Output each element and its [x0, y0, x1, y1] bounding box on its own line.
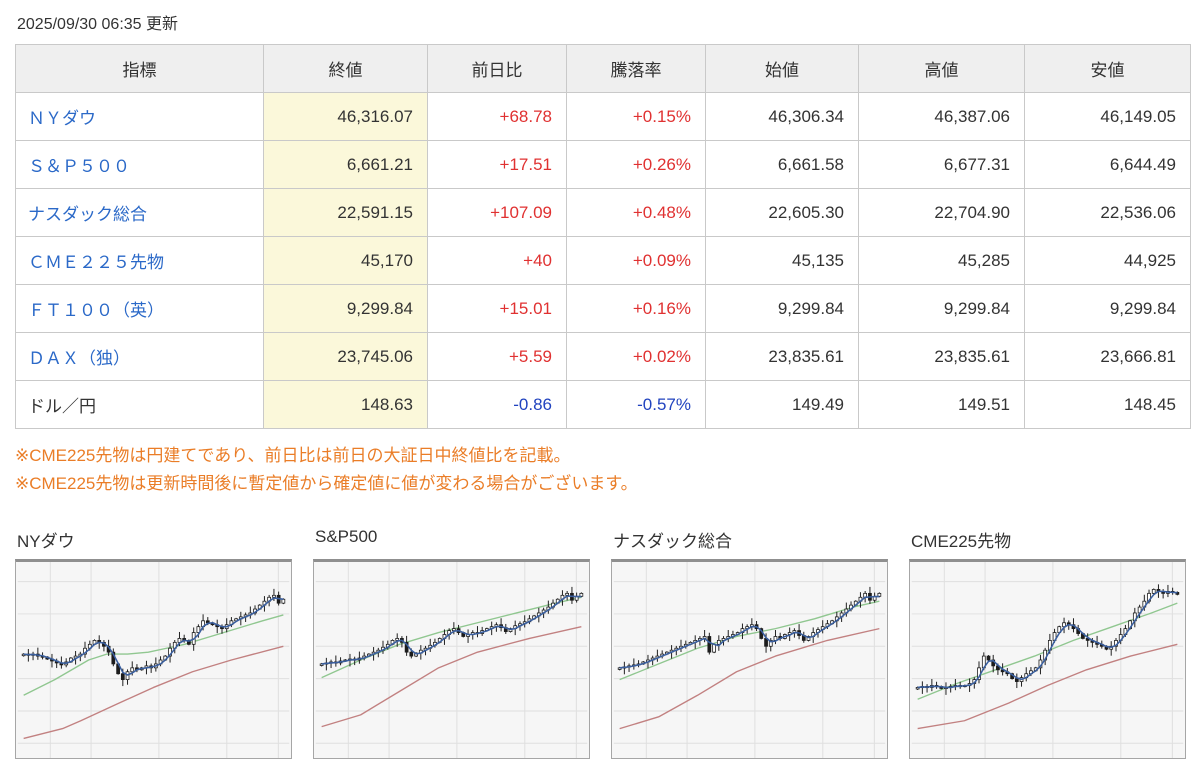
- open-cell: 45,135: [705, 236, 859, 285]
- index-name-cell: ドル／円: [15, 380, 264, 429]
- high-cell: 45,285: [858, 236, 1025, 285]
- change-cell: +5.59: [427, 332, 567, 381]
- chart-block-nasdaq: ナスダック総合: [611, 527, 889, 760]
- change-pct-cell: +0.15%: [566, 92, 706, 141]
- column-header-4: 始値: [705, 44, 859, 93]
- table-row: ＤＡＸ（独） 23,745.06 +5.59 +0.02% 23,835.61 23,83…: [15, 332, 1191, 381]
- index-link[interactable]: ＮＹダウ: [28, 109, 96, 128]
- change-cell: +40: [427, 236, 567, 285]
- note-line-1: ※CME225先物は円建てであり、前日比は前日の大証日中終値比を記載。: [15, 446, 571, 465]
- chart-title: NYダウ: [17, 532, 75, 552]
- table-body: ＮＹダウ 46,316.07 +68.78 +0.15% 46,306.34 46,387…: [15, 92, 1191, 429]
- update-timestamp: 2025/09/30 06:35 更新: [17, 16, 179, 33]
- column-header-6: 安値: [1024, 44, 1191, 93]
- change-pct-cell: +0.26%: [566, 140, 706, 189]
- column-header-0: 指標: [15, 44, 264, 93]
- chart-block-sp500: S&P500: [313, 527, 591, 760]
- high-cell: 6,677.31: [858, 140, 1025, 189]
- low-cell: 23,666.81: [1024, 332, 1191, 381]
- table-row: ＮＹダウ 46,316.07 +68.78 +0.15% 46,306.34 46,387…: [15, 92, 1191, 141]
- low-cell: 6,644.49: [1024, 140, 1191, 189]
- high-cell: 9,299.84: [858, 284, 1025, 333]
- index-name-cell: Ｓ＆Ｐ５００: [15, 140, 264, 189]
- column-header-2: 前日比: [427, 44, 567, 93]
- open-cell: 149.49: [705, 380, 859, 429]
- high-cell: 23,835.61: [858, 332, 1025, 381]
- change-cell: -0.86: [427, 380, 567, 429]
- chart-title: S&P500: [315, 527, 378, 547]
- market-index-table: 指標 終値 前日比 騰落率 始値 高値 安値 ＮＹダウ 46,316.07 +68.78 +0.1…: [15, 44, 1191, 429]
- change-pct-cell: -0.57%: [566, 380, 706, 429]
- table-header-row: 指標 終値 前日比 騰落率 始値 高値 安値: [15, 44, 1191, 93]
- open-cell: 46,306.34: [705, 92, 859, 141]
- close-cell: 45,170: [263, 236, 428, 285]
- index-name-cell: ＤＡＸ（独）: [15, 332, 264, 381]
- table-row: ＣＭＥ２２５先物 45,170 +40 +0.09% 45,135 45,285 44,92…: [15, 236, 1191, 285]
- candlestick-chart-sp500: [313, 559, 590, 760]
- table-row: ナスダック総合 22,591.15 +107.09 +0.48% 22,605.30 22…: [15, 188, 1191, 237]
- index-link[interactable]: ＤＡＸ（独）: [28, 349, 130, 368]
- low-cell: 46,149.05: [1024, 92, 1191, 141]
- index-link[interactable]: Ｓ＆Ｐ５００: [28, 157, 130, 176]
- change-cell: +107.09: [427, 188, 567, 237]
- index-link[interactable]: ＣＭＥ２２５先物: [28, 253, 164, 272]
- chart-block-nydow: NYダウ: [15, 527, 293, 760]
- column-header-3: 騰落率: [566, 44, 706, 93]
- low-cell: 44,925: [1024, 236, 1191, 285]
- change-pct-cell: +0.02%: [566, 332, 706, 381]
- close-cell: 23,745.06: [263, 332, 428, 381]
- index-name-cell: ＮＹダウ: [15, 92, 264, 141]
- chart-title: ナスダック総合: [613, 532, 732, 552]
- change-pct-cell: +0.48%: [566, 188, 706, 237]
- note-line-2: ※CME225先物は更新時間後に暫定値から確定値に値が変わる場合がございます。: [15, 473, 638, 493]
- high-cell: 22,704.90: [858, 188, 1025, 237]
- table-row: Ｓ＆Ｐ５００ 6,661.21 +17.51 +0.26% 6,661.58 6,677.…: [15, 140, 1191, 189]
- change-cell: +17.51: [427, 140, 567, 189]
- open-cell: 9,299.84: [705, 284, 859, 333]
- candlestick-chart-nydow: [15, 559, 292, 760]
- close-cell: 46,316.07: [263, 92, 428, 141]
- change-pct-cell: +0.16%: [566, 284, 706, 333]
- close-cell: 6,661.21: [263, 140, 428, 189]
- open-cell: 22,605.30: [705, 188, 859, 237]
- low-cell: 148.45: [1024, 380, 1191, 429]
- index-link[interactable]: ＦＴ１００（英）: [28, 301, 164, 320]
- low-cell: 22,536.06: [1024, 188, 1191, 237]
- table-row: ＦＴ１００（英） 9,299.84 +15.01 +0.16% 9,299.84 9,29…: [15, 284, 1191, 333]
- close-cell: 22,591.15: [263, 188, 428, 237]
- chart-title: CME225先物: [911, 532, 1012, 552]
- footnotes: ※CME225先物は円建てであり、前日比は前日の大証日中終値比を記載。 ※CME…: [15, 442, 1190, 497]
- table-row: ドル／円 148.63 -0.86 -0.57% 149.49 149.51 148.45: [15, 380, 1191, 429]
- column-header-1: 終値: [263, 44, 428, 93]
- candlestick-chart-cme225: [909, 559, 1186, 760]
- high-cell: 149.51: [858, 380, 1025, 429]
- index-name-cell: ＣＭＥ２２５先物: [15, 236, 264, 285]
- index-name-cell: ナスダック総合: [15, 188, 264, 237]
- index-link[interactable]: ナスダック総合: [28, 205, 147, 224]
- column-header-5: 高値: [858, 44, 1025, 93]
- open-cell: 6,661.58: [705, 140, 859, 189]
- index-name-cell: ＦＴ１００（英）: [15, 284, 264, 333]
- change-pct-cell: +0.09%: [566, 236, 706, 285]
- candlestick-chart-nasdaq: [611, 559, 888, 760]
- open-cell: 23,835.61: [705, 332, 859, 381]
- change-cell: +68.78: [427, 92, 567, 141]
- close-cell: 148.63: [263, 380, 428, 429]
- change-cell: +15.01: [427, 284, 567, 333]
- chart-block-cme225: CME225先物: [909, 527, 1187, 760]
- mini-charts-row: NYダウ S&P500 ナスダック総合 CME225先物: [15, 527, 1190, 760]
- low-cell: 9,299.84: [1024, 284, 1191, 333]
- high-cell: 46,387.06: [858, 92, 1025, 141]
- table-head: 指標 終値 前日比 騰落率 始値 高値 安値: [15, 44, 1191, 93]
- close-cell: 9,299.84: [263, 284, 428, 333]
